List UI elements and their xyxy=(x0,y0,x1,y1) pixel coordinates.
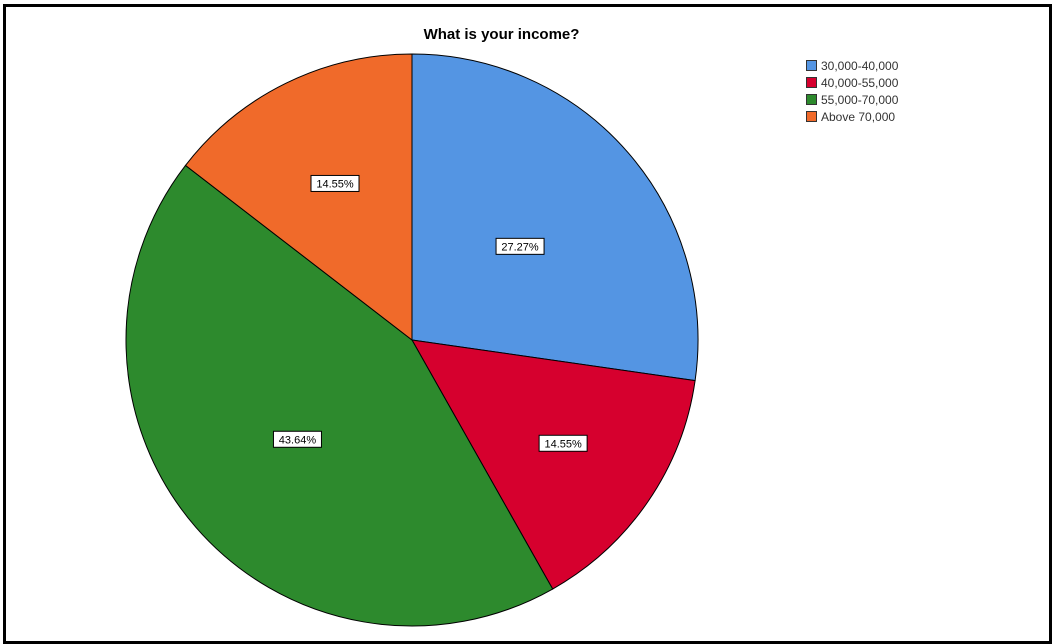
legend-swatch xyxy=(806,111,817,122)
pie-slice-2 xyxy=(411,339,696,590)
chart-title: What is your income? xyxy=(423,26,580,43)
slice-label-2: 14.55% xyxy=(538,434,588,452)
slice-label-4: 14.55% xyxy=(310,174,360,192)
legend-label: 30,000-40,000 xyxy=(821,58,899,73)
pie-slice-4 xyxy=(184,53,413,342)
slice-label-text: 27.27% xyxy=(501,241,539,253)
legend-item: Above 70,000 xyxy=(806,108,898,125)
legend-swatch xyxy=(806,94,817,105)
slice-label-box xyxy=(310,174,360,192)
pie-slice-1 xyxy=(411,53,699,382)
legend-item: 55,000-70,000 xyxy=(806,91,898,108)
slice-label-3: 43.64% xyxy=(272,430,322,448)
legend-label: 40,000-55,000 xyxy=(821,75,899,90)
slice-label-box xyxy=(538,434,588,452)
slice-label-text: 43.64% xyxy=(279,434,317,446)
slice-label-1: 27.27% xyxy=(495,237,545,255)
legend: 30,000-40,000 40,000-55,000 55,000-70,000 A… xyxy=(806,57,898,125)
legend-label: Above 70,000 xyxy=(821,109,896,124)
pie-slices xyxy=(125,53,699,627)
slice-label-text: 14.55% xyxy=(544,438,582,450)
slice-label-box xyxy=(272,430,322,448)
slice-labels: 27.27% 14.55% 43.64% 14.55% xyxy=(272,174,588,452)
slice-label-box xyxy=(495,237,545,255)
legend-swatch xyxy=(806,77,817,88)
legend-label: 55,000-70,000 xyxy=(821,92,899,107)
legend-item: 30,000-40,000 xyxy=(806,57,898,74)
slice-label-text: 14.55% xyxy=(316,178,354,190)
legend-item: 40,000-55,000 xyxy=(806,74,898,91)
legend-swatch xyxy=(806,60,817,71)
pie-slice-3 xyxy=(125,164,554,627)
